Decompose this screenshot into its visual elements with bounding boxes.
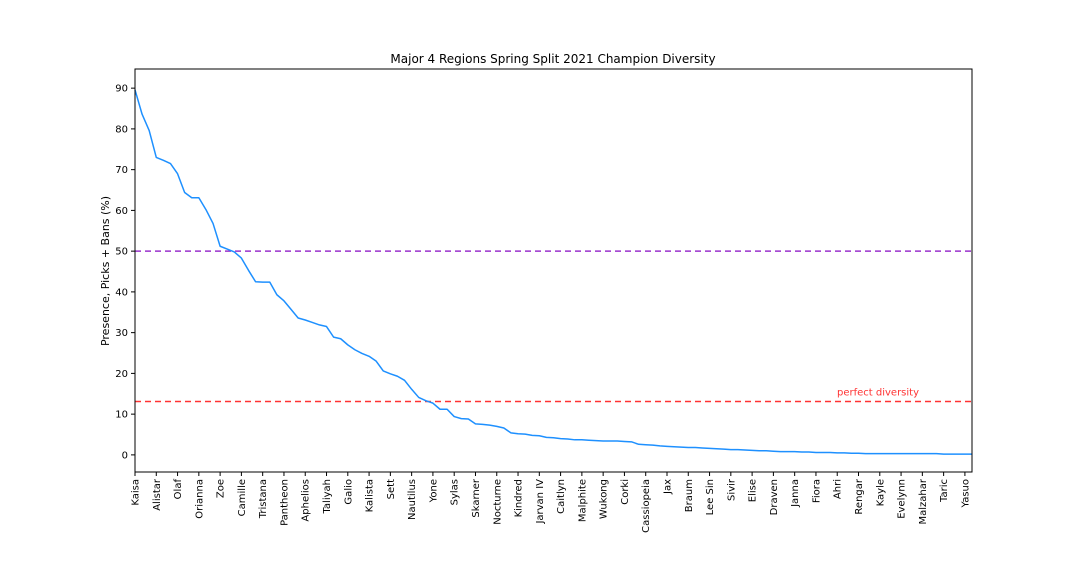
x-tick-label: Braum [684,479,695,512]
x-tick-label: Olaf [173,479,184,500]
x-tick-label: Nocturne [492,479,503,525]
x-tick-label: Aphelios [301,479,312,522]
x-tick-label: Yasuo [960,479,971,509]
plot-area: perfect diversity 0 10 20 30 40 50 60 70 80 90 Kais… [115,68,973,533]
y-axis-label: Presence, Picks + Bans (%) [99,196,112,346]
x-tick-label: Kalista [365,479,376,512]
x-tick-label: Alistar [152,478,163,511]
x-tick-label: Janna [790,479,801,508]
x-tick-label: Sivir [726,478,737,501]
x-tick-label: Pantheon [279,479,290,526]
x-tick-label: Draven [769,479,780,515]
x-tick-label: Orianna [194,479,205,519]
x-tick-label: Malphite [577,479,588,522]
x-tick-label: Galio [343,479,354,505]
chart-title: Major 4 Regions Spring Split 2021 Champi… [390,52,715,66]
plot-frame [134,68,973,473]
x-tick-label: Ahri [833,479,844,499]
x-tick-label: Camille [237,479,248,516]
reference-line-label: perfect diversity [837,388,919,399]
x-tick-label: Kindred [514,479,525,517]
x-tick-label: Yone [428,479,439,503]
x-tick-label: Lee Sin [705,479,716,515]
series-line [134,89,972,455]
y-tick-label: 90 [115,84,128,95]
x-tick-label: Wukong [599,479,610,519]
x-tick-label: Fiora [811,479,822,503]
x-tick-label: Elise [748,479,759,502]
x-tick-label: Malzahar [918,478,929,524]
y-tick-label: 20 [115,369,128,380]
y-tick-label: 10 [115,410,128,421]
x-tick-label: Sylas [450,479,461,505]
x-tick-label: Corki [620,479,631,505]
x-tick-label: Evelynn [897,479,908,519]
y-tick-label: 40 [115,287,128,298]
x-tick-label: Sett [386,479,397,499]
x-tick-label: Jax [662,479,673,495]
x-tick-label: Taliyah [322,479,333,515]
x-tick-label: Nautilus [407,479,418,520]
x-tick-label: Caitlyn [556,479,567,514]
x-tick-label: Zoe [216,479,227,498]
x-tick-label: Kayle [875,479,886,506]
x-tick-label: Cassiopeia [641,479,652,533]
y-tick-label: 50 [115,247,128,258]
y-tick-label: 80 [115,124,128,135]
x-tick-label: Skarner [471,478,482,518]
x-tick-label: Kaisa [131,479,142,506]
x-tick-label: Jarvan IV [535,479,546,525]
y-tick-label: 0 [122,450,128,461]
x-tick-label: Rengar [854,478,865,514]
x-tick-label: Tristana [258,479,269,519]
y-tick-label: 30 [115,328,128,339]
y-tick-label: 60 [115,206,128,217]
x-tick-label: Taric [939,479,950,503]
y-tick-label: 70 [115,165,128,176]
